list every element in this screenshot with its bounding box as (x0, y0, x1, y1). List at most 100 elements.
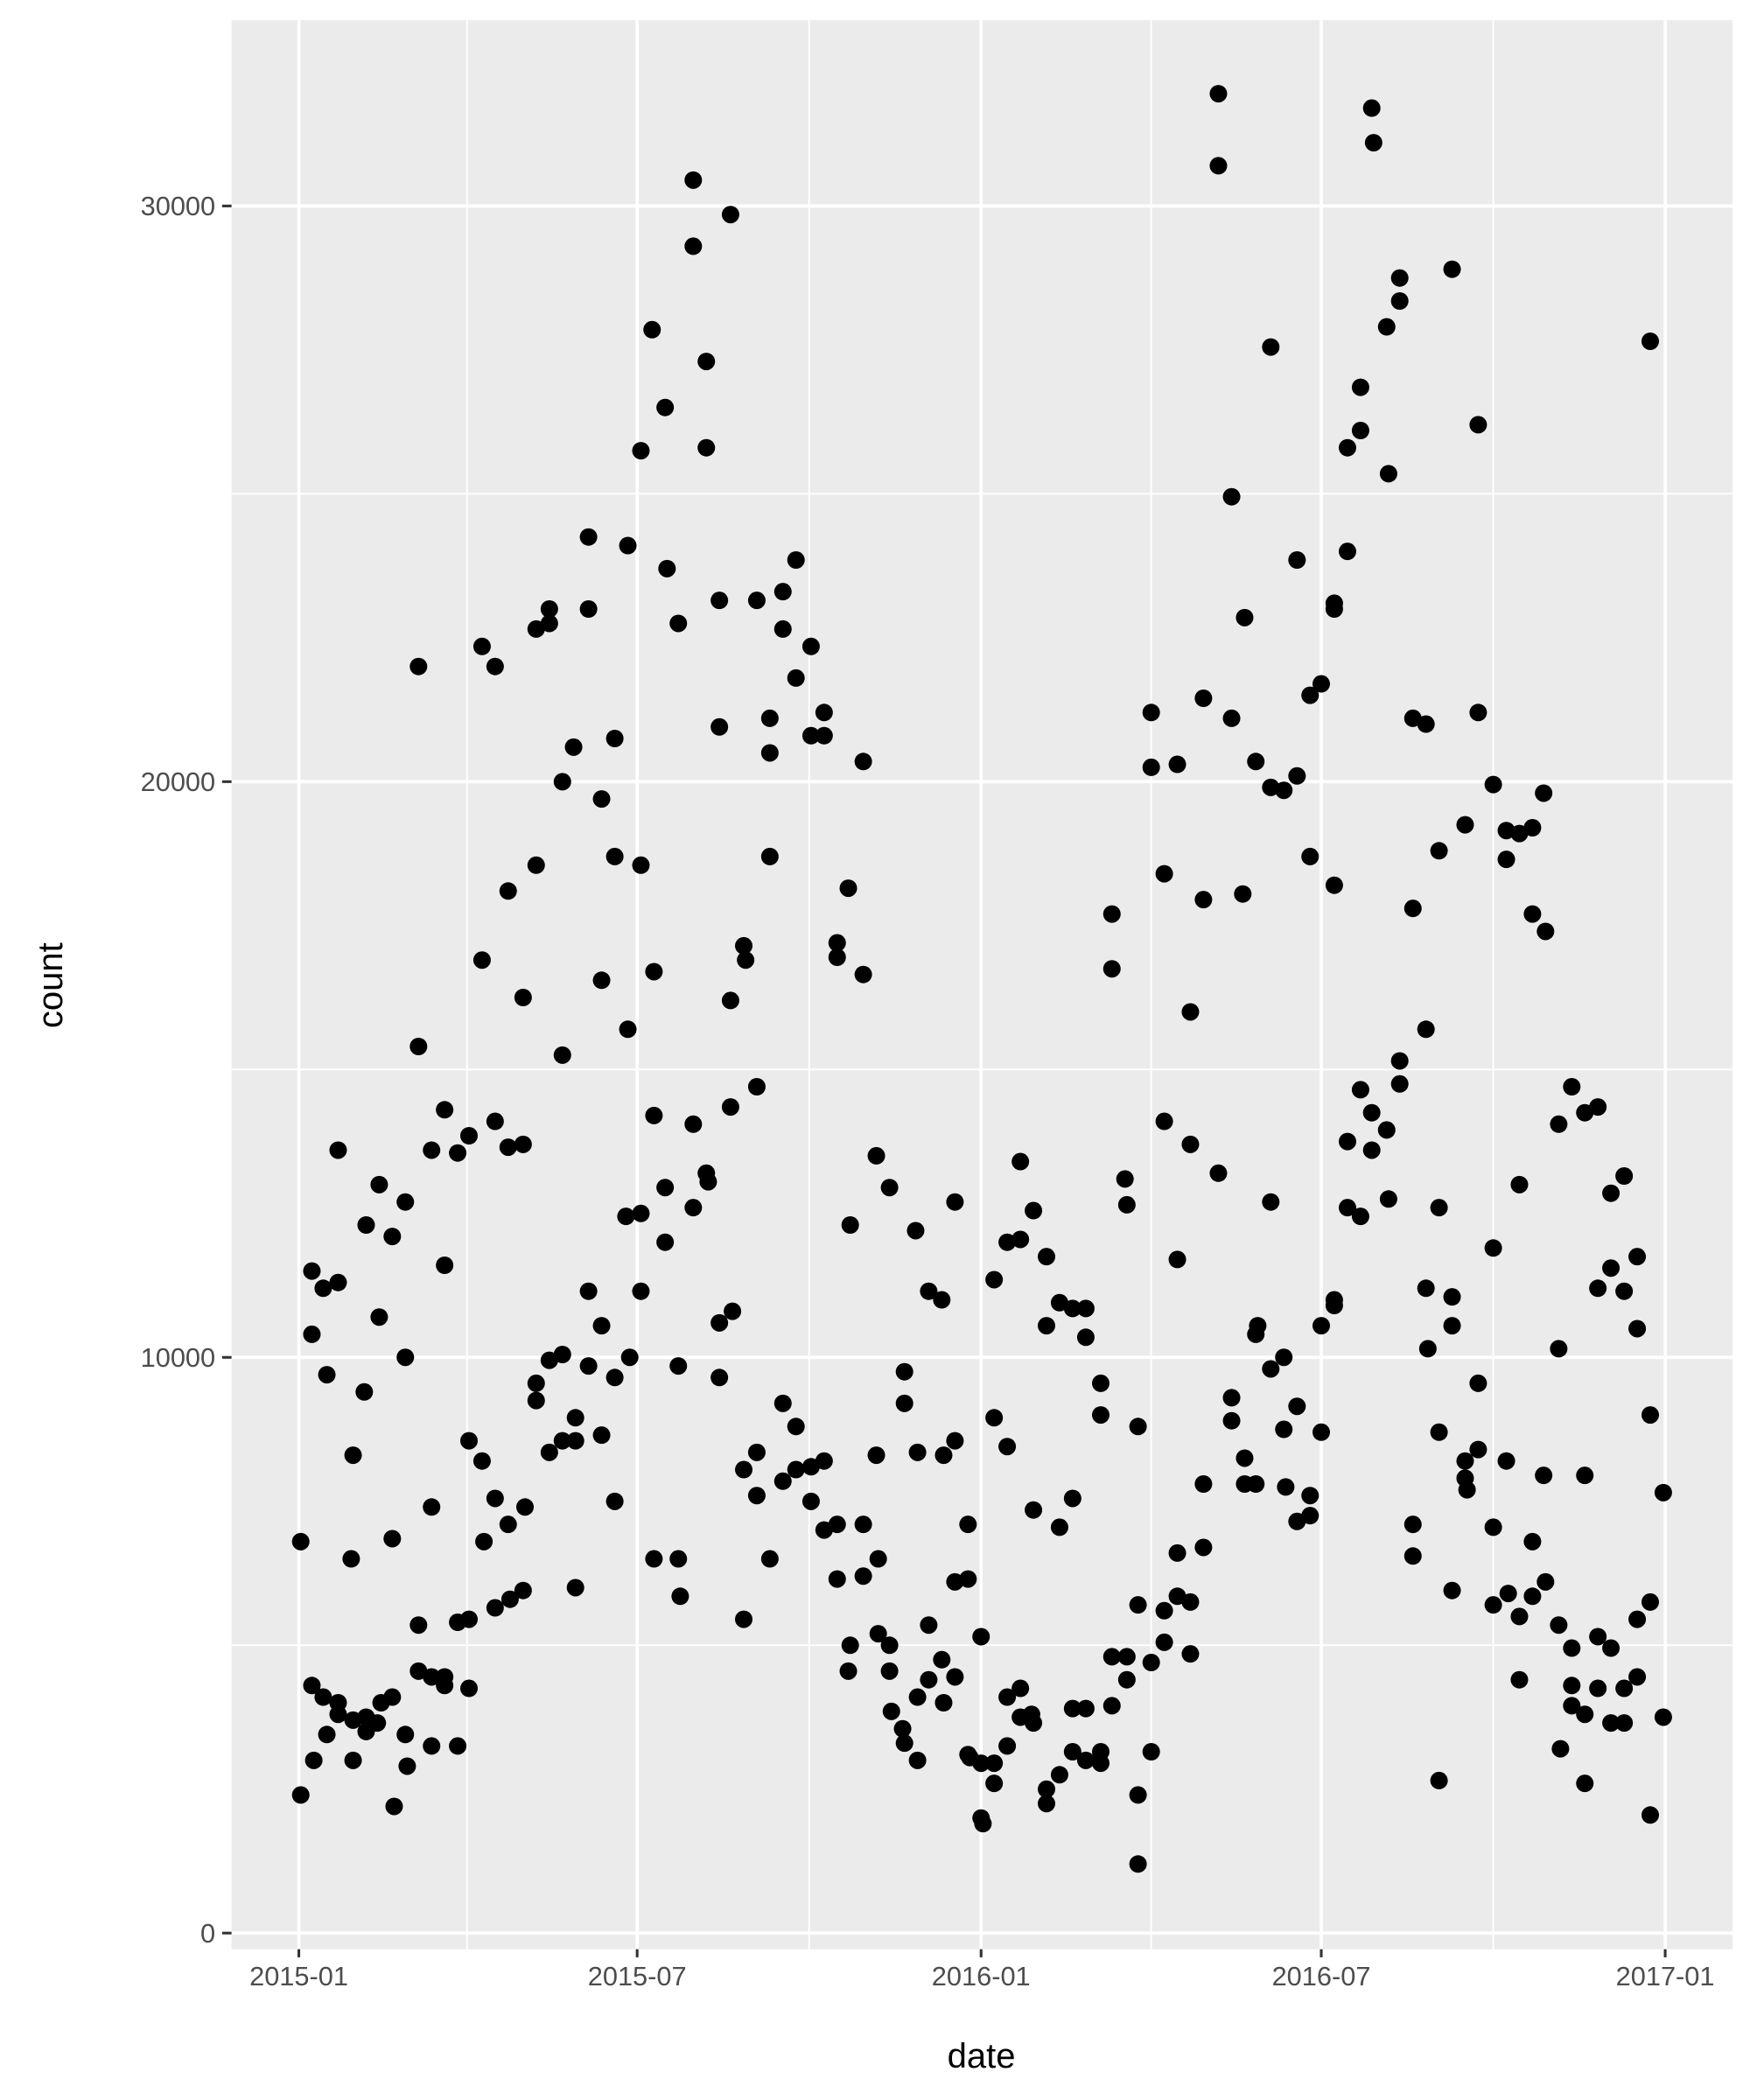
data-point (1362, 1103, 1381, 1122)
data-point (370, 1175, 388, 1194)
data-point (774, 1472, 792, 1490)
data-point (1642, 332, 1659, 350)
data-point (1063, 1299, 1082, 1318)
data-point (540, 614, 558, 633)
data-point (724, 1302, 742, 1320)
data-point (423, 1498, 441, 1516)
data-point (592, 1317, 611, 1335)
data-point (854, 1567, 872, 1586)
data-point (1469, 704, 1488, 722)
data-point (314, 1688, 332, 1706)
data-point (383, 1688, 402, 1706)
data-point (645, 1550, 663, 1568)
data-point (1602, 1639, 1620, 1657)
data-point (1362, 1141, 1381, 1159)
data-point (1379, 465, 1397, 483)
data-point (357, 1216, 375, 1234)
data-point (854, 965, 872, 984)
data-point (553, 1046, 571, 1064)
data-point (1063, 1489, 1082, 1508)
data-point (1236, 1449, 1254, 1467)
data-point (564, 738, 583, 756)
data-point (985, 1754, 1004, 1773)
data-point (828, 1516, 846, 1534)
data-point (1076, 1699, 1095, 1718)
data-point (1194, 1475, 1213, 1493)
data-point (934, 1446, 953, 1465)
data-point (606, 729, 624, 747)
data-point (1563, 1078, 1581, 1096)
data-point (869, 1625, 887, 1643)
data-point (933, 1650, 951, 1669)
data-point (828, 934, 846, 952)
x-tick-label: 2015-01 (249, 1961, 348, 1992)
data-point (920, 1670, 938, 1689)
data-point (1484, 775, 1502, 794)
data-point (880, 1179, 899, 1197)
data-point (632, 442, 650, 460)
data-point (658, 559, 676, 578)
data-point (1092, 1374, 1110, 1392)
data-point (1602, 1714, 1620, 1732)
data-point (908, 1688, 927, 1706)
data-point (1025, 1201, 1043, 1220)
data-point (592, 790, 611, 808)
data-point (1443, 1317, 1461, 1335)
data-point (486, 1599, 504, 1617)
data-point (1615, 1679, 1634, 1698)
data-point (735, 936, 752, 955)
data-point (1654, 1483, 1672, 1502)
data-point (318, 1726, 336, 1744)
data-point (527, 1391, 545, 1410)
data-point (895, 1362, 914, 1381)
data-point (1404, 1516, 1422, 1534)
data-point (1563, 1676, 1581, 1695)
data-point (410, 1616, 428, 1634)
data-point (344, 1751, 362, 1769)
data-point (839, 879, 858, 898)
data-point (540, 600, 558, 618)
data-point (579, 1357, 598, 1376)
data-point (841, 1216, 859, 1234)
data-point (1155, 864, 1173, 883)
data-point (1654, 1708, 1672, 1726)
data-point (592, 1426, 611, 1445)
data-point (747, 1443, 766, 1461)
data-point (1510, 1175, 1529, 1194)
data-point (1038, 1248, 1055, 1266)
data-point (1102, 905, 1121, 923)
data-point (1262, 338, 1280, 356)
data-point (1642, 1406, 1659, 1424)
data-point (566, 1432, 584, 1450)
data-point (684, 237, 703, 256)
data-point (656, 398, 675, 416)
x-tick-label: 2016-07 (1272, 1961, 1371, 1992)
data-point (747, 1487, 766, 1505)
data-point (669, 1357, 688, 1376)
data-point (1589, 1628, 1607, 1646)
data-point (1390, 292, 1409, 310)
data-point (383, 1228, 402, 1246)
data-point (880, 1662, 899, 1680)
major-gridlines (231, 20, 1732, 1950)
data-point (396, 1193, 415, 1211)
data-point (1628, 1668, 1647, 1686)
data-point (1523, 1532, 1542, 1550)
data-point (1129, 1786, 1147, 1804)
data-point (802, 637, 820, 655)
data-point (1092, 1743, 1110, 1761)
data-point (985, 1270, 1004, 1289)
data-point (1102, 960, 1121, 978)
data-point (747, 592, 766, 610)
data-point (1497, 822, 1516, 840)
data-point (303, 1325, 321, 1343)
data-point (1418, 1340, 1437, 1358)
data-point (632, 856, 650, 874)
data-point (1168, 1544, 1186, 1562)
x-tick-label: 2017-01 (1616, 1961, 1715, 1992)
data-point (908, 1751, 927, 1769)
data-point (1443, 1581, 1461, 1600)
data-point (514, 989, 532, 1006)
data-point (579, 600, 598, 618)
data-point (645, 1106, 663, 1124)
